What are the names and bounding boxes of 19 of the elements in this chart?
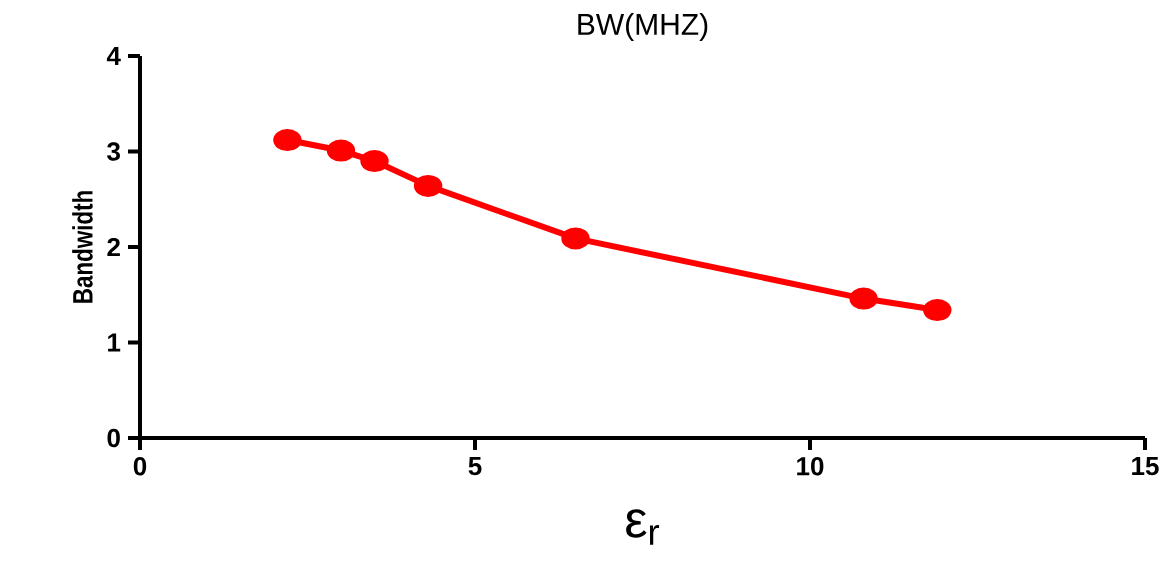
y-tick-label: 0 bbox=[107, 428, 120, 448]
x-tick-label: 5 bbox=[468, 457, 482, 476]
point bbox=[413, 174, 443, 197]
point bbox=[923, 299, 952, 322]
point bbox=[326, 139, 356, 162]
point bbox=[561, 227, 590, 250]
x-tick-label: 0 bbox=[133, 457, 147, 476]
chart-title: BW(MHZ) bbox=[578, 12, 708, 41]
x-tick-label: 10 bbox=[797, 457, 824, 476]
point bbox=[849, 287, 878, 310]
y-tick-label: 1 bbox=[108, 333, 121, 352]
x-axis-title: ε$_{r}$ bbox=[626, 509, 660, 545]
point bbox=[360, 150, 389, 173]
y-tick-label: 3 bbox=[107, 142, 120, 161]
y-tick-label: 4 bbox=[106, 47, 121, 65]
y-axis-title: Bandwidth bbox=[72, 191, 93, 303]
point bbox=[273, 129, 302, 152]
x-tick-label: 15 bbox=[1132, 457, 1159, 476]
y-tick-label: 2 bbox=[107, 237, 120, 257]
